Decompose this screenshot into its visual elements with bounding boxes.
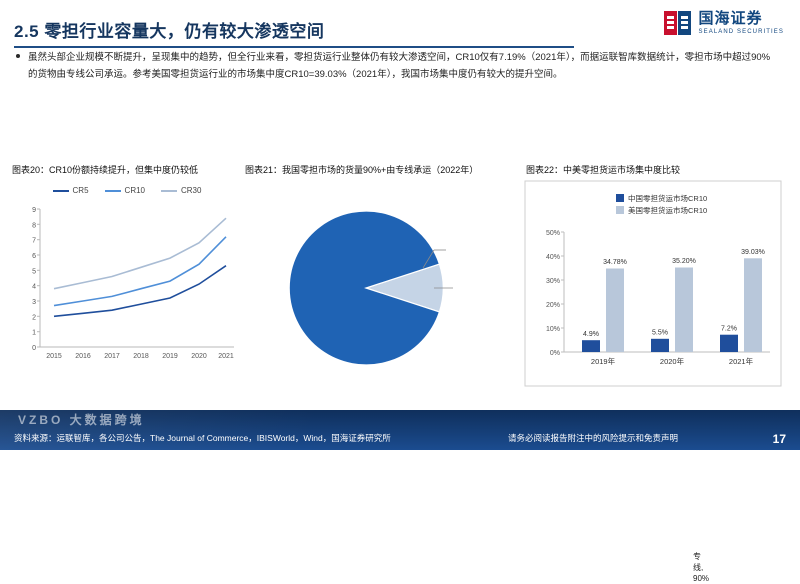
page-number: 17 <box>772 432 786 446</box>
svg-text:3: 3 <box>32 299 36 306</box>
pie-label-zhuanxian: 专线, 90% <box>693 552 709 584</box>
chart3-plot: 中国零担货运市场CR10 美国零担货运市场CR10 0% 10% 20% 30%… <box>524 180 782 387</box>
chart2-caption: 图表21：我国零担市场的货量90%+由专线承运（2022年） <box>245 165 479 175</box>
body-bullet: 虽然头部企业规模不断提升，呈现集中的趋势，但全行业来看，零担货运行业整体仍有较大… <box>16 50 773 83</box>
chart-2-pie: 专线, 90% 零担快运网络及其他, 10% <box>248 180 709 583</box>
svg-text:2018: 2018 <box>133 353 149 360</box>
legend-item-cr5: CR5 <box>52 186 89 195</box>
legend-swatch-cr30 <box>161 189 177 192</box>
logo-text-en: SEALAND SECURITIES <box>698 29 784 35</box>
svg-text:7.2%: 7.2% <box>721 326 737 333</box>
svg-text:40%: 40% <box>546 254 560 261</box>
svg-text:2019年: 2019年 <box>591 356 616 366</box>
title-divider <box>14 46 574 48</box>
legend-swatch-cr10 <box>104 189 121 192</box>
svg-text:34.78%: 34.78% <box>603 259 627 266</box>
legend-label-cr5: CR5 <box>72 186 89 195</box>
svg-text:5.5%: 5.5% <box>652 330 668 337</box>
svg-text:2020年: 2020年 <box>660 356 685 366</box>
svg-text:1: 1 <box>32 330 36 337</box>
chart3-legend-label-cn: 中国零担货运市场CR10 <box>628 193 707 203</box>
footer-band <box>0 410 800 450</box>
legend-label-cr10: CR10 <box>124 186 145 195</box>
legend-item-cr10: CR10 <box>104 186 145 195</box>
svg-text:4.9%: 4.9% <box>583 331 599 338</box>
chart3-legend-label-us: 美国零担货运市场CR10 <box>628 205 707 215</box>
disclaimer-note: 请务必阅读报告附注中的风险提示和免责声明 <box>508 433 679 443</box>
legend-item-cr30: CR30 <box>161 186 201 195</box>
chart2-plot <box>288 210 453 366</box>
svg-text:2021: 2021 <box>218 353 234 360</box>
svg-text:9: 9 <box>32 207 36 214</box>
bullet-dot-icon <box>16 54 20 58</box>
slide: 2.5 零担行业容量大，仍有较大渗透空间 国海证券 SEALAND SECURI… <box>0 8 800 583</box>
pie-label-zhuanxian-text: 专线, 90% <box>693 552 710 583</box>
legend-swatch-cr5 <box>52 189 69 192</box>
svg-text:20%: 20% <box>546 302 560 309</box>
svg-text:50%: 50% <box>546 230 560 237</box>
svg-text:6: 6 <box>32 253 36 260</box>
source-note: 资料来源：运联智库，各公司公告，The Journal of Commerce，… <box>14 433 391 443</box>
chart1-legend: CR5 CR10 CR30 <box>12 186 242 195</box>
svg-text:2019: 2019 <box>162 353 178 360</box>
svg-text:10%: 10% <box>546 326 560 333</box>
svg-text:30%: 30% <box>546 278 560 285</box>
svg-text:2015: 2015 <box>46 353 62 360</box>
svg-text:5: 5 <box>32 268 36 275</box>
chart3-caption: 图表22：中美零担货运市场集中度比较 <box>526 165 681 175</box>
slide-header: 2.5 零担行业容量大，仍有较大渗透空间 <box>0 8 800 48</box>
chart1-plot: 0 1 2 3 4 5 6 7 8 9 <box>32 207 234 360</box>
legend-label-cr30: CR30 <box>181 186 202 195</box>
logo-text-cn: 国海证券 <box>698 10 763 27</box>
logo-mark-icon <box>663 9 692 37</box>
svg-text:39.03%: 39.03% <box>741 249 765 256</box>
svg-text:2: 2 <box>32 314 36 321</box>
bullet-text: 虽然头部企业规模不断提升，呈现集中的趋势，但全行业来看，零担货运行业整体仍有较大… <box>28 52 771 80</box>
chart1-caption: 图表20：CR10份额持续提升，但集中度仍较低 <box>12 165 199 175</box>
svg-text:4: 4 <box>32 284 36 291</box>
svg-text:2020: 2020 <box>191 353 207 360</box>
svg-text:2021年: 2021年 <box>729 356 754 366</box>
svg-text:7: 7 <box>32 238 36 245</box>
svg-text:2016: 2016 <box>75 353 91 360</box>
chart-3-bar: 中国零担货运市场CR10 美国零担货运市场CR10 0% 10% 20% 30%… <box>524 180 786 395</box>
svg-text:0%: 0% <box>550 350 560 357</box>
watermark: VZBO 大数据跨境 <box>18 413 145 427</box>
svg-text:0: 0 <box>32 345 36 352</box>
svg-text:35.20%: 35.20% <box>672 258 696 265</box>
svg-text:8: 8 <box>32 222 36 229</box>
company-logo: 国海证券 SEALAND SECURITIES <box>663 8 784 38</box>
page-title: 2.5 零担行业容量大，仍有较大渗透空间 <box>14 22 325 41</box>
chart-1-line: CR5 CR10 CR30 0 1 2 3 4 5 6 <box>12 180 242 395</box>
svg-text:2017: 2017 <box>104 353 120 360</box>
